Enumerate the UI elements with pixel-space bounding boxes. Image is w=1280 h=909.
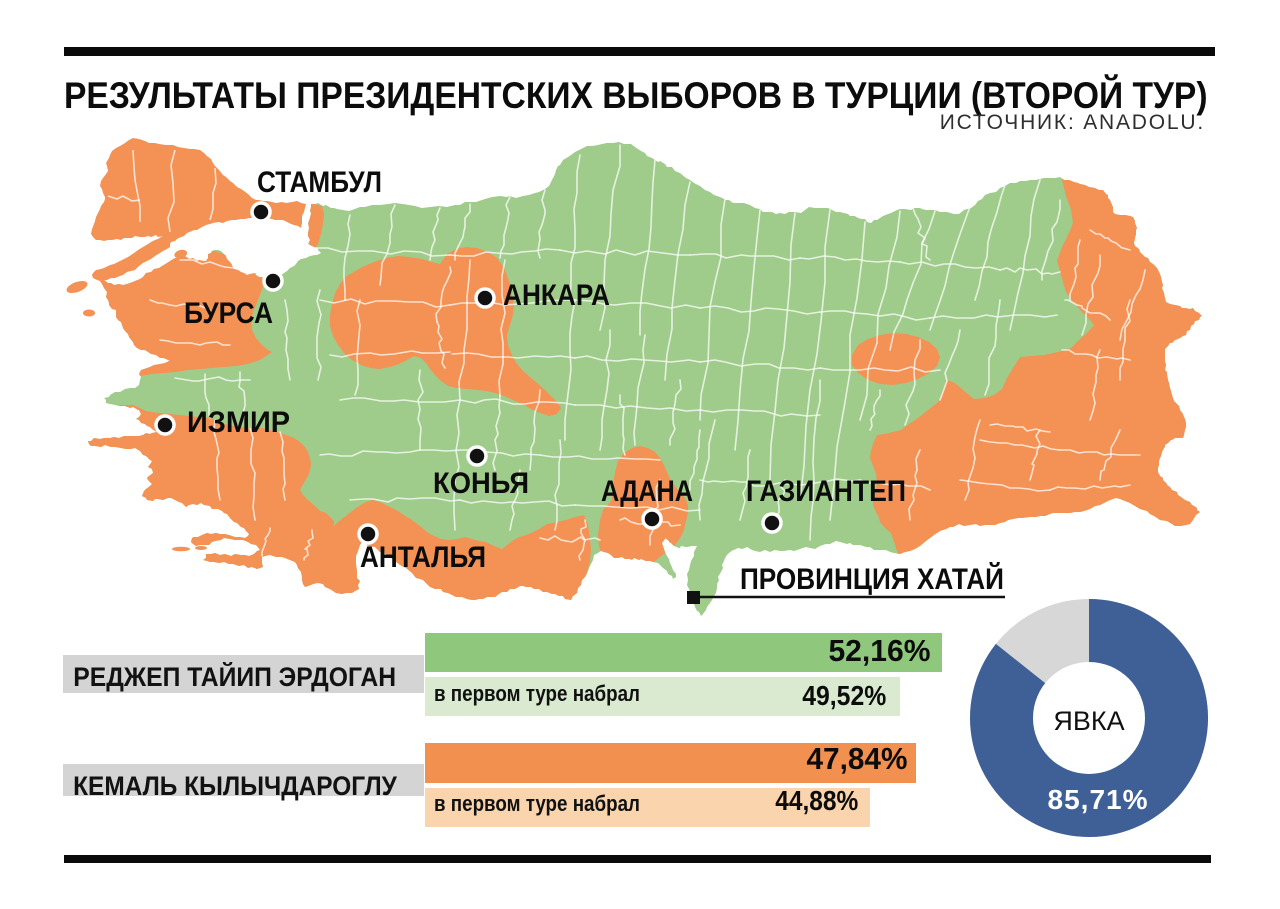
svg-text:85,71%: 85,71% xyxy=(1048,784,1149,815)
svg-text:ЯВКА: ЯВКА xyxy=(1053,706,1124,736)
